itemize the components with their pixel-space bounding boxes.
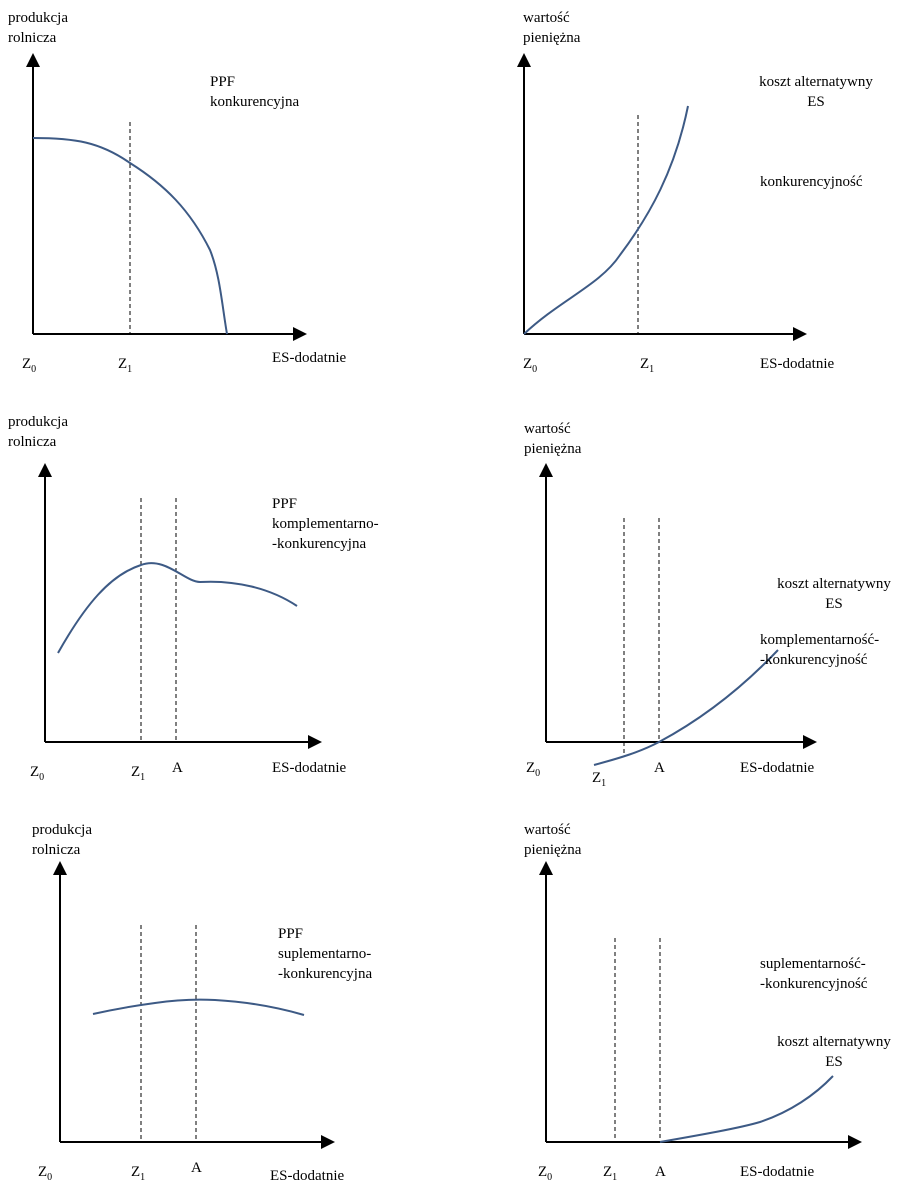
curve-label-line1: PPF	[272, 496, 297, 512]
tick-z0: Z0	[30, 764, 44, 783]
tick-z0: Z0	[38, 1164, 52, 1183]
x-axis-label: ES-dodatnie	[272, 350, 346, 366]
tick-z1: Z1	[640, 356, 654, 375]
tick-a: A	[655, 1164, 666, 1180]
y-axis-label-line1: wartość	[524, 822, 571, 838]
tick-z0: Z0	[538, 1164, 552, 1183]
x-axis-label: ES-dodatnie	[270, 1168, 344, 1184]
y-axis-label-line2: pieniężna	[523, 30, 581, 46]
curve-label-line1: PPF	[210, 74, 235, 90]
x-axis-label: ES-dodatnie	[740, 1164, 814, 1180]
curve-label-line1: koszt alternatywny	[777, 576, 891, 592]
region-label-line2: -konkurencyjność	[760, 976, 868, 992]
x-axis-label: ES-dodatnie	[740, 760, 814, 776]
tick-z1: Z1	[592, 770, 606, 789]
curve-label-line2: suplementarno-	[278, 946, 371, 962]
curve-label-line2: ES	[825, 1054, 843, 1070]
opportunity-cost-curve	[593, 649, 779, 766]
curve-label-line2: ES	[807, 94, 825, 110]
ppf-curve	[92, 998, 305, 1016]
tick-z1: Z1	[131, 764, 145, 783]
curve-label-line2: konkurencyjna	[210, 94, 299, 110]
curve-label-line1: PPF	[278, 926, 303, 942]
y-axis-label-line1: produkcja	[32, 822, 92, 838]
ppf-curve	[32, 137, 228, 335]
tick-z1: Z1	[603, 1164, 617, 1183]
curve-label-line3: -konkurencyjna	[272, 536, 366, 552]
tick-z0: Z0	[526, 760, 540, 779]
panel-konkurencyjnosc: wartość pieniężna koszt alternatywny ES …	[517, 10, 873, 375]
curve-label-line2: ES	[825, 596, 843, 612]
panel-komplementarnosc: wartość pieniężna koszt alternatywny ES …	[524, 421, 891, 789]
tick-z0: Z0	[22, 356, 36, 375]
y-axis-label-line1: produkcja	[8, 10, 68, 26]
y-axis-label-line2: pieniężna	[524, 441, 582, 457]
tick-a: A	[191, 1160, 202, 1176]
tick-a: A	[172, 760, 183, 776]
region-label-line1: komplementarność-	[760, 632, 879, 648]
region-label: konkurencyjność	[760, 174, 863, 190]
ppf-curve	[57, 562, 298, 654]
y-axis-label-line1: wartość	[524, 421, 571, 437]
y-axis-label-line1: produkcja	[8, 414, 68, 430]
y-axis-label-line2: rolnicza	[8, 434, 57, 450]
y-axis-label-line2: pieniężna	[524, 842, 582, 858]
y-axis-label-line2: rolnicza	[32, 842, 81, 858]
panel-ppf-suplementarno: produkcja rolnicza PPF suplementarno- -k…	[32, 822, 372, 1184]
x-axis-label: ES-dodatnie	[760, 356, 834, 372]
y-axis-label-line2: rolnicza	[8, 30, 57, 46]
curve-label-line1: koszt alternatywny	[777, 1034, 891, 1050]
curve-label-line2: komplementarno-	[272, 516, 379, 532]
tick-z0: Z0	[523, 356, 537, 375]
region-label-line1: suplementarność-	[760, 956, 866, 972]
tick-z1: Z1	[131, 1164, 145, 1183]
region-label-line2: -konkurencyjność	[760, 652, 868, 668]
tick-z1: Z1	[118, 356, 132, 375]
panel-ppf-konkurencyjna: produkcja rolnicza PPF konkurencyjna Z0 …	[8, 10, 346, 375]
opportunity-cost-curve	[659, 1075, 834, 1143]
curve-label-line3: -konkurencyjna	[278, 966, 372, 982]
panel-ppf-komplementarno: produkcja rolnicza PPF komplementarno- -…	[8, 414, 379, 783]
curve-label-line1: koszt alternatywny	[759, 74, 873, 90]
tick-a: A	[654, 760, 665, 776]
x-axis-label: ES-dodatnie	[272, 760, 346, 776]
y-axis-label-line1: wartość	[523, 10, 570, 26]
opportunity-cost-curve	[523, 105, 689, 335]
panel-suplementarnosc: wartość pieniężna suplementarność- -konk…	[524, 822, 891, 1183]
